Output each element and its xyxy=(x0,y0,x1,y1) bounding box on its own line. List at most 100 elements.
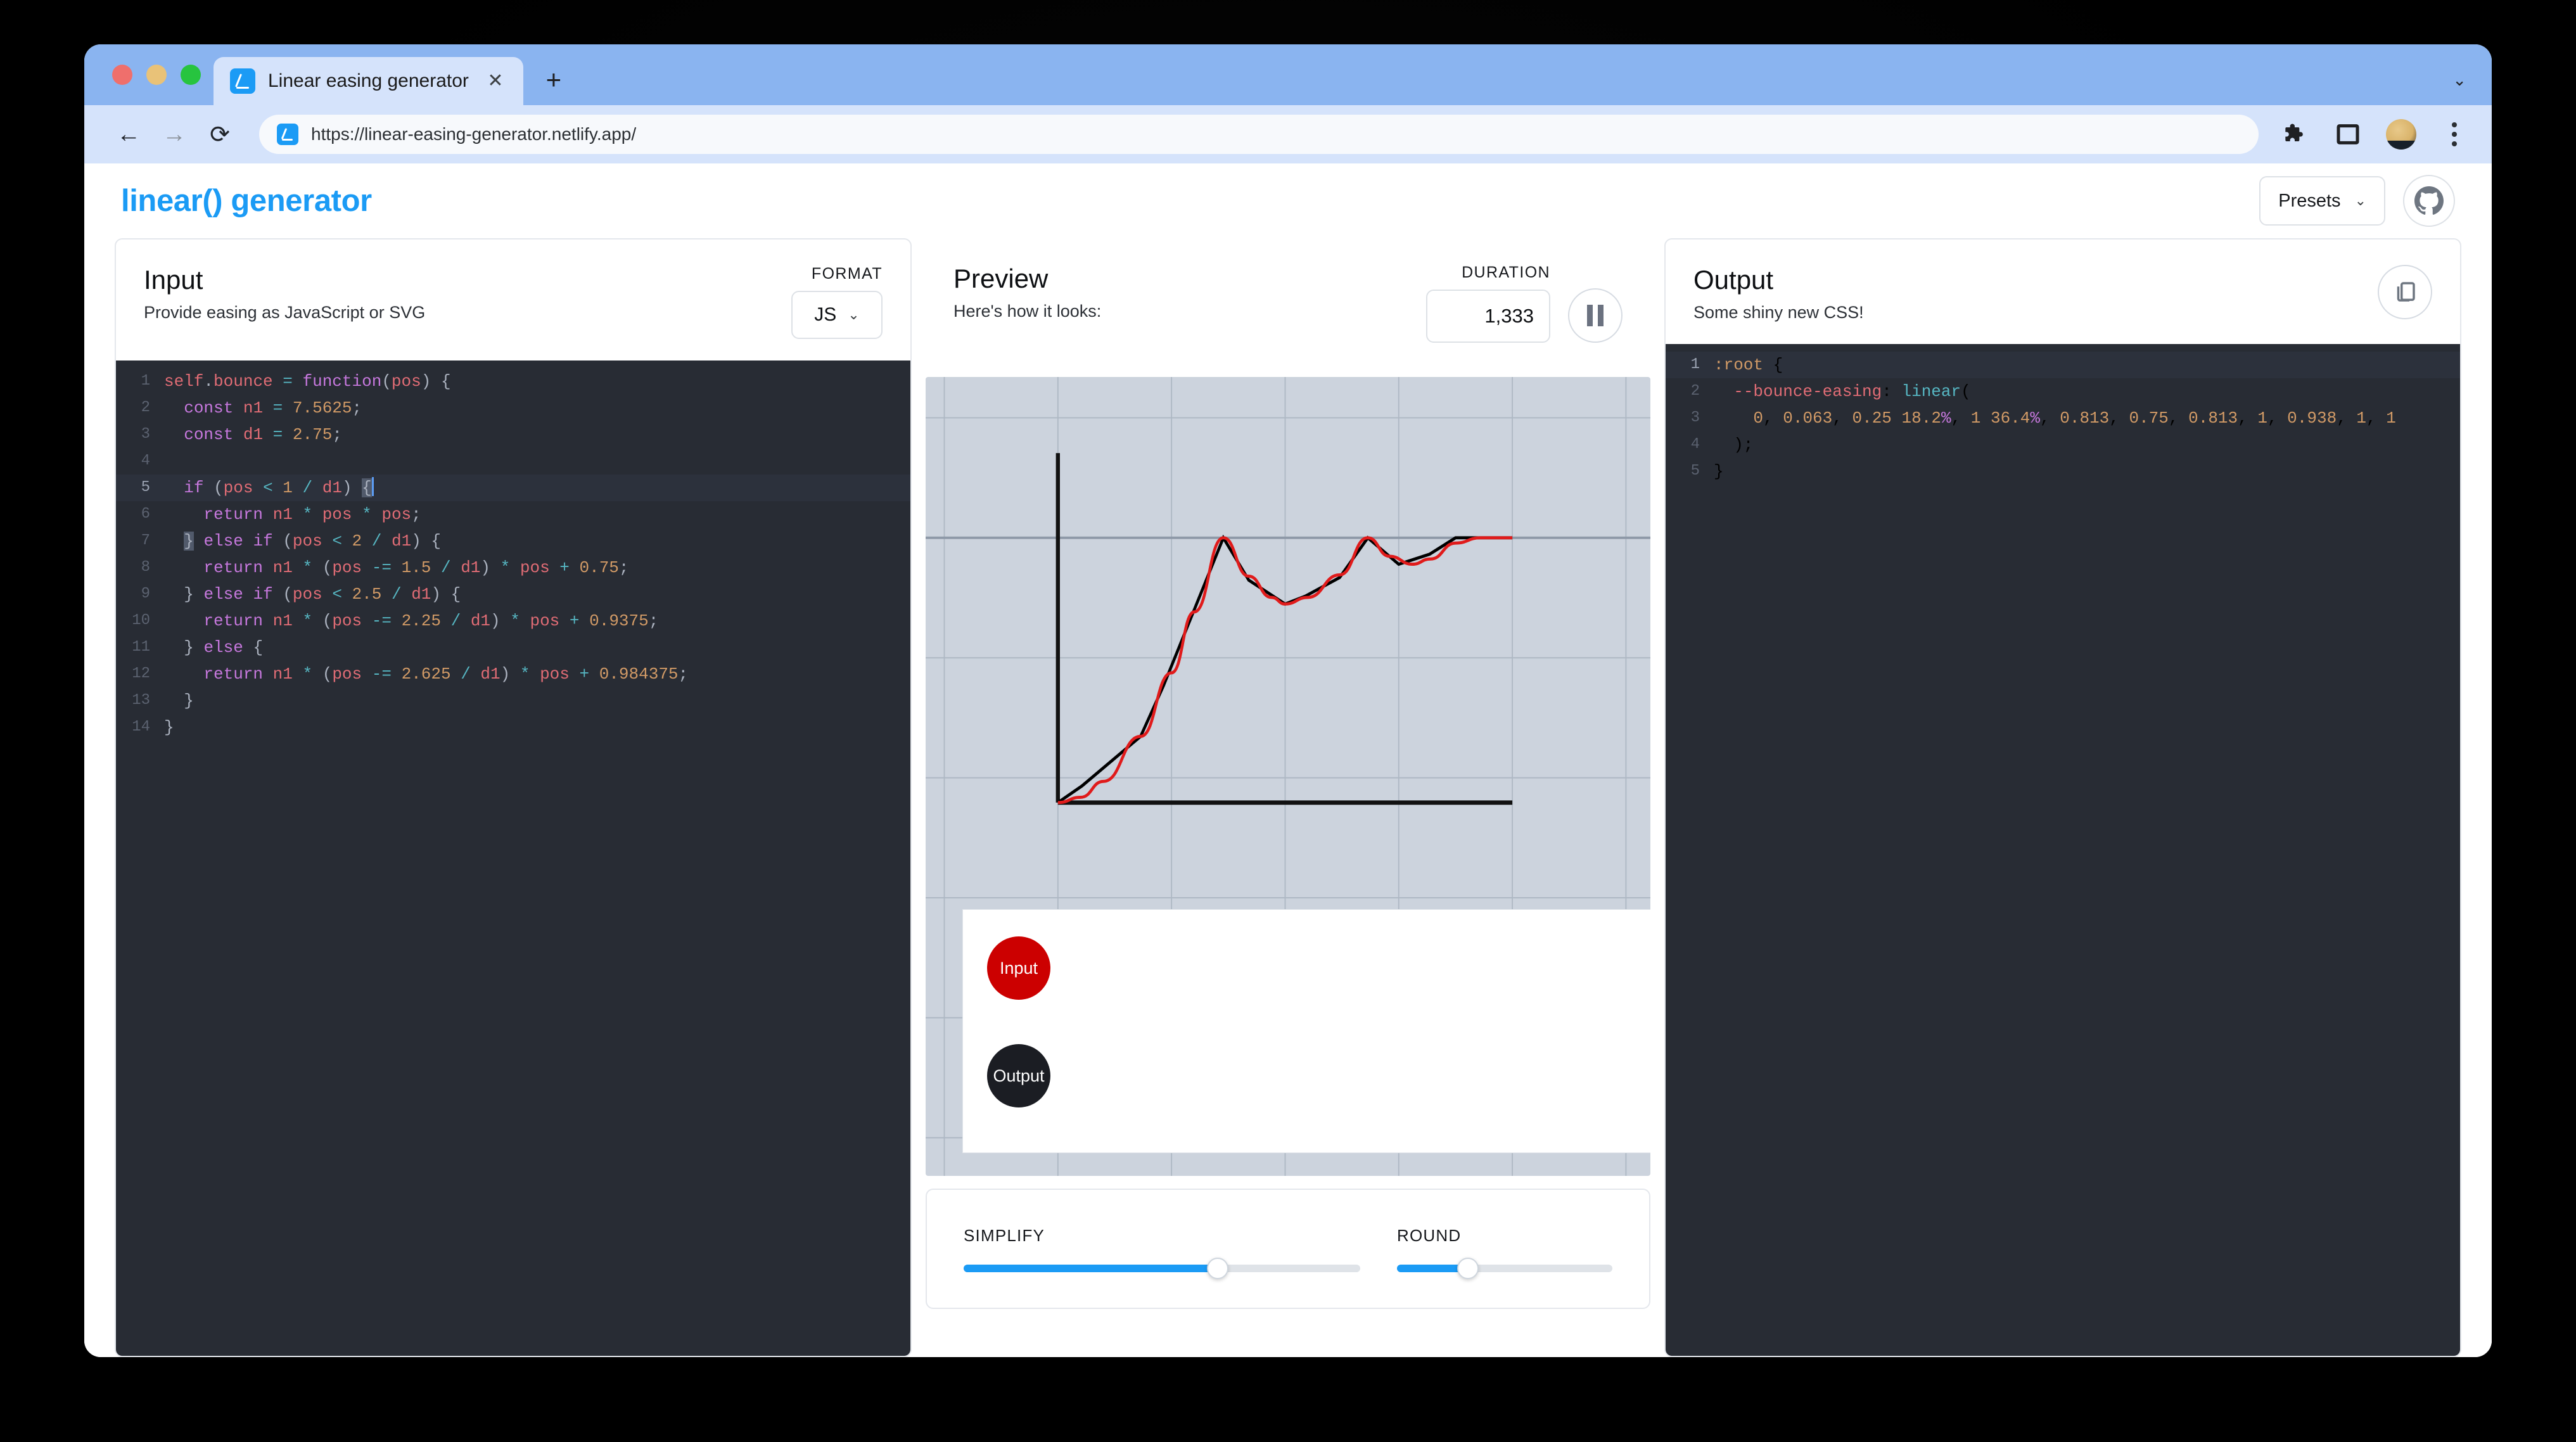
url-input[interactable]: https://linear-easing-generator.netlify.… xyxy=(259,115,2259,154)
line-number: 1 xyxy=(141,373,150,390)
play-pause-button[interactable] xyxy=(1568,288,1623,343)
line-number: 11 xyxy=(132,639,150,656)
code-text: return n1 * (pos -= 2.625 / d1) * pos + … xyxy=(203,665,689,684)
easing-curve-icon xyxy=(230,68,255,94)
code-text: ); xyxy=(1714,435,1754,455)
chevron-down-icon: ⌄ xyxy=(2354,193,2366,208)
code-line: 8 return n1 * (pos -= 1.5 / d1) * pos + … xyxy=(116,554,910,581)
github-link-button[interactable] xyxy=(2403,175,2455,227)
simplify-label: SIMPLIFY xyxy=(964,1225,1045,1245)
code-text: } else if (pos < 2.5 / d1) { xyxy=(184,585,461,604)
preview-panel-subtitle: Here's how it looks: xyxy=(953,302,1102,321)
preview-panel-controls: DURATION 1,333 xyxy=(1426,264,1623,343)
simplify-control: SIMPLIFY xyxy=(964,1225,1360,1279)
controls-bar: SIMPLIFY ROUND xyxy=(926,1189,1650,1309)
code-line: 11 } else { xyxy=(116,634,910,661)
code-line: 4 xyxy=(116,448,910,475)
round-slider[interactable] xyxy=(1397,1257,1612,1279)
duration-input[interactable]: 1,333 xyxy=(1426,290,1550,343)
code-text: if (pos < 1 / d1) { xyxy=(164,475,910,501)
presets-label: Presets xyxy=(2278,190,2341,211)
close-icon[interactable]: ✕ xyxy=(487,70,504,91)
pause-icon xyxy=(1587,305,1604,326)
output-panel: Output Some shiny new CSS! xyxy=(1664,238,2461,1357)
code-line: 5} xyxy=(1666,458,2460,485)
tab-strip: Linear easing generator ✕ + ⌄ xyxy=(84,44,2492,105)
line-number: 6 xyxy=(141,506,150,523)
animation-demo-stage: Input Output xyxy=(962,909,1650,1153)
input-panel: Input Provide easing as JavaScript or SV… xyxy=(115,238,912,1357)
profile-avatar[interactable] xyxy=(2385,118,2417,150)
round-label: ROUND xyxy=(1397,1225,1462,1245)
line-number: 9 xyxy=(141,585,150,603)
line-number: 4 xyxy=(1690,436,1700,454)
minimize-window-button[interactable] xyxy=(146,65,167,85)
close-window-button[interactable] xyxy=(112,65,132,85)
input-ball: Input xyxy=(987,936,1050,1000)
back-button[interactable]: ← xyxy=(117,120,141,148)
line-number: 10 xyxy=(132,612,150,629)
code-line: 5 if (pos < 1 / d1) { xyxy=(116,475,910,501)
code-line: 6 return n1 * pos * pos; xyxy=(116,501,910,528)
panel-columns: Input Provide easing as JavaScript or SV… xyxy=(84,238,2492,1357)
code-text: const d1 = 2.75; xyxy=(184,425,342,444)
preview-panel: Preview Here's how it looks: DURATION 1,… xyxy=(926,238,1650,1357)
code-text: return n1 * (pos -= 1.5 / d1) * pos + 0.… xyxy=(203,558,629,577)
line-number: 7 xyxy=(141,532,150,549)
code-text: } else { xyxy=(184,638,264,657)
simplify-slider-thumb[interactable] xyxy=(1206,1257,1228,1279)
forward-button[interactable]: → xyxy=(162,120,186,148)
browser-window: Linear easing generator ✕ + ⌄ ← → ⟳ http… xyxy=(84,44,2492,1357)
line-number: 5 xyxy=(1690,463,1700,480)
code-line: 3 const d1 = 2.75; xyxy=(116,421,910,448)
presets-button[interactable]: Presets ⌄ xyxy=(2259,176,2385,226)
code-text: } else if (pos < 2 / d1) { xyxy=(184,532,442,551)
easing-chart: Input Output xyxy=(926,377,1650,1176)
code-text: } xyxy=(184,691,194,710)
new-tab-button[interactable]: + xyxy=(545,65,562,94)
copy-output-button[interactable] xyxy=(2378,265,2432,319)
line-number: 2 xyxy=(141,399,150,416)
browser-tab[interactable]: Linear easing generator ✕ xyxy=(214,57,523,105)
reload-button[interactable]: ⟳ xyxy=(210,121,230,148)
code-line: 4 ); xyxy=(1666,431,2460,458)
window-controls xyxy=(106,44,214,105)
code-line: 2 const n1 = 7.5625; xyxy=(116,395,910,421)
line-number: 13 xyxy=(132,692,150,709)
duration-value: 1,333 xyxy=(1484,305,1534,327)
browser-menu-icon[interactable] xyxy=(2439,118,2470,150)
preview-panel-header: Preview Here's how it looks: DURATION 1,… xyxy=(926,238,1650,364)
code-text: self.bounce = function(pos) { xyxy=(164,372,451,391)
format-value: JS xyxy=(814,304,837,325)
url-text: https://linear-easing-generator.netlify.… xyxy=(311,124,637,144)
code-text: const n1 = 7.5625; xyxy=(184,399,362,418)
extensions-puzzle-icon[interactable] xyxy=(2279,118,2311,150)
input-code-editor[interactable]: 1 self.bounce = function(pos) { 2 const n1… xyxy=(116,360,910,1356)
code-line: 7 } else if (pos < 2 / d1) { xyxy=(116,528,910,554)
output-panel-controls xyxy=(2378,265,2432,319)
github-icon xyxy=(2414,186,2444,215)
code-line: 13 } xyxy=(116,687,910,714)
simplify-slider[interactable] xyxy=(964,1257,1360,1279)
output-code-editor[interactable]: 1:root {2 --bounce-easing: linear(3 0, 0… xyxy=(1666,344,2460,1356)
format-label: FORMAT xyxy=(811,265,883,283)
site-favicon-icon xyxy=(277,124,298,145)
output-ball: Output xyxy=(987,1044,1050,1107)
output-panel-title: Output xyxy=(1693,265,1774,295)
input-panel-controls: FORMAT JS ⌄ xyxy=(791,265,883,339)
line-number: 3 xyxy=(141,426,150,443)
app-title: linear() generator xyxy=(121,184,372,218)
copy-icon xyxy=(2397,282,2415,302)
maximize-window-button[interactable] xyxy=(181,65,201,85)
sidebar-panel-icon[interactable] xyxy=(2332,118,2364,150)
format-select[interactable]: JS ⌄ xyxy=(791,291,883,339)
address-bar: ← → ⟳ https://linear-easing-generator.ne… xyxy=(84,105,2492,163)
tab-title: Linear easing generator xyxy=(268,70,469,91)
output-panel-subtitle: Some shiny new CSS! xyxy=(1693,303,1864,322)
input-panel-subtitle: Provide easing as JavaScript or SVG xyxy=(144,303,426,322)
round-slider-thumb[interactable] xyxy=(1457,1257,1479,1279)
output-panel-header: Output Some shiny new CSS! xyxy=(1666,239,2460,344)
duration-label: DURATION xyxy=(1462,264,1550,281)
chevron-down-icon[interactable]: ⌄ xyxy=(2452,70,2466,89)
line-number: 1 xyxy=(1690,356,1700,374)
